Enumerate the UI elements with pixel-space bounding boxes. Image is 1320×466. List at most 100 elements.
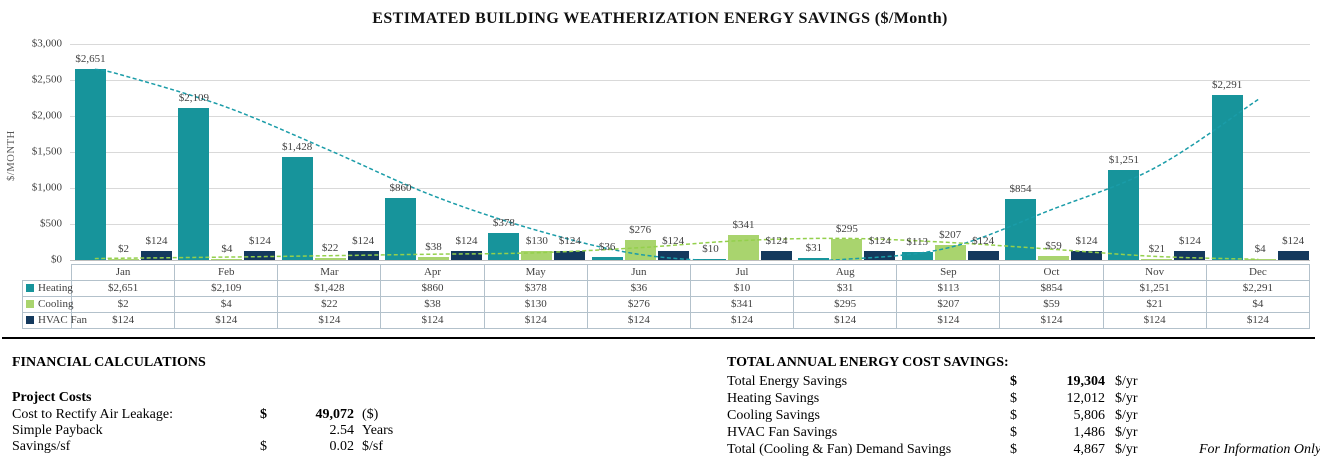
bar-value-label: $2,109	[178, 92, 209, 105]
month-header-cell: Dec	[1205, 264, 1311, 281]
table-cell: $59	[999, 296, 1104, 313]
financial-row-label: Savings/sf	[12, 439, 71, 454]
totals-row: Cooling Savings $5,806 $/yr	[727, 408, 1317, 424]
y-tick-label: $0	[51, 253, 62, 266]
table-row: Heating $2,651 $2,109 $1,428 $860 $378 $36 $10 $…	[22, 280, 1311, 297]
y-tick-label: $2,500	[31, 73, 62, 86]
table-cell: $124	[277, 312, 382, 329]
totals-row: Heating Savings $12,012 $/yr	[727, 391, 1317, 407]
table-cell: $2,651	[70, 280, 176, 297]
table-cell: $124	[380, 312, 485, 329]
bar-hvac-fan-jun	[657, 251, 689, 260]
table-cell: $1,251	[1102, 280, 1207, 297]
bar-hvac-fan-nov	[1174, 251, 1206, 260]
totals-row-label: Cooling Savings	[727, 408, 820, 423]
cooling-trend	[94, 237, 1259, 260]
trendlines-layer	[94, 68, 1259, 260]
totals-row-value: 12,012	[1066, 391, 1106, 406]
financial-heading: FINANCIAL CALCULATIONS	[12, 355, 206, 370]
totals-row-unit: $/yr	[1115, 374, 1138, 389]
gridline	[70, 116, 1310, 117]
month-header-cell: Aug	[793, 264, 898, 281]
bar-hvac-fan-may	[554, 251, 586, 260]
totals-row-label: Total Energy Savings	[727, 374, 848, 389]
total-annual-savings-section: TOTAL ANNUAL ENERGY COST SAVINGS: Total …	[727, 352, 1320, 464]
table-cell: $124	[483, 312, 588, 329]
chart-data-table: Jan Feb Mar Apr May Jun Jul Aug Sep Oct Nov Dec Heat…	[22, 264, 1311, 329]
month-header-cell: Feb	[174, 264, 279, 281]
currency-symbol: $	[1010, 408, 1017, 423]
bar-value-label: $124	[455, 235, 478, 248]
bar-hvac-fan-jul	[761, 251, 792, 260]
y-tick-label: $500	[40, 217, 62, 230]
legend-key-icon	[26, 300, 34, 308]
bar-value-label: $36	[598, 241, 616, 254]
totals-row-value: 5,806	[1073, 408, 1106, 423]
totals-row: HVAC Fan Savings $1,486 $/yr	[727, 425, 1317, 441]
table-cell: $124	[999, 312, 1104, 329]
table-cell: $341	[689, 296, 795, 313]
legend-label: Heating	[38, 282, 73, 294]
month-header-cell: Apr	[380, 264, 485, 281]
table-cell: $124	[793, 312, 898, 329]
table-cell: $4	[174, 296, 279, 313]
bar-hvac-fan-dec	[1277, 251, 1309, 260]
table-cell: $124	[896, 312, 1001, 329]
bar-value-label: $2	[118, 243, 129, 256]
bar-cooling-mar	[314, 258, 346, 260]
project-costs-subheading: Project Costs	[12, 390, 92, 405]
bar-value-label: $341	[732, 219, 755, 232]
totals-row-unit: $/yr	[1115, 442, 1138, 457]
totals-row-label: Heating Savings	[727, 391, 820, 406]
gridline	[70, 260, 1310, 261]
month-header-cell: Mar	[277, 264, 382, 281]
totals-row-unit: $/yr	[1115, 408, 1138, 423]
totals-row: Total (Cooling & Fan) Demand Savings $4,8…	[727, 442, 1320, 458]
bar-value-label: $4	[221, 243, 233, 256]
heating-trend	[94, 68, 1259, 260]
bar-heating-jan	[75, 69, 106, 260]
legend-cell-heating: Heating	[22, 280, 73, 297]
bar-value-label: $1,428	[282, 141, 313, 154]
bar-hvac-fan-jan	[141, 251, 172, 260]
y-axis-ticks: $0 $500 $1,000 $1,500 $2,000 $2,500 $3,000	[0, 0, 62, 300]
table-cell: $295	[793, 296, 898, 313]
financial-row-value: 2.54	[329, 423, 355, 438]
currency-symbol: $	[1010, 391, 1017, 406]
bar-value-label: $130	[525, 234, 548, 247]
table-cell: $2	[70, 296, 176, 313]
bar-heating-apr	[385, 198, 416, 260]
table-cell: $130	[483, 296, 588, 313]
bar-value-label: $124	[972, 235, 995, 248]
bar-hvac-fan-oct	[1071, 251, 1102, 260]
financial-row-value: 49,072	[315, 407, 355, 422]
bar-value-label: $124	[1178, 235, 1201, 248]
legend-key-icon	[26, 284, 34, 292]
totals-row-unit: $/yr	[1115, 425, 1138, 440]
bar-heating-may	[488, 232, 520, 260]
month-header-cell: Nov	[1102, 264, 1207, 281]
financial-row-label: Simple Payback	[12, 423, 103, 438]
month-header-cell: May	[483, 264, 588, 281]
y-tick-label: $1,500	[31, 145, 62, 158]
table-row: HVAC Fan $124 $124 $124 $124 $124 $124 $124 $124…	[22, 312, 1311, 329]
bar-value-label: $378	[492, 216, 515, 229]
table-cell: $38	[380, 296, 485, 313]
table-cell: $21	[1102, 296, 1207, 313]
bar-value-label: $207	[939, 229, 962, 242]
gridline	[70, 224, 1310, 225]
currency-symbol: $	[1010, 374, 1017, 389]
month-header-cell: Jun	[586, 264, 691, 281]
table-cell: $854	[999, 280, 1104, 297]
bar-value-label: $860	[389, 182, 412, 195]
gridline	[70, 44, 1310, 45]
bar-cooling-feb	[211, 259, 243, 260]
plot-area: $2,651 $2,109 $1,428 $860 $378 $36 $10 $31 $113 $…	[70, 44, 1310, 261]
table-cell: $124	[174, 312, 279, 329]
bar-heating-nov	[1108, 169, 1140, 260]
table-cell: $124	[586, 312, 691, 329]
month-header-cell: Jul	[689, 264, 795, 281]
bar-value-label: $59	[1045, 239, 1062, 252]
table-cell: $378	[483, 280, 588, 297]
bar-value-label: $854	[1009, 182, 1032, 195]
